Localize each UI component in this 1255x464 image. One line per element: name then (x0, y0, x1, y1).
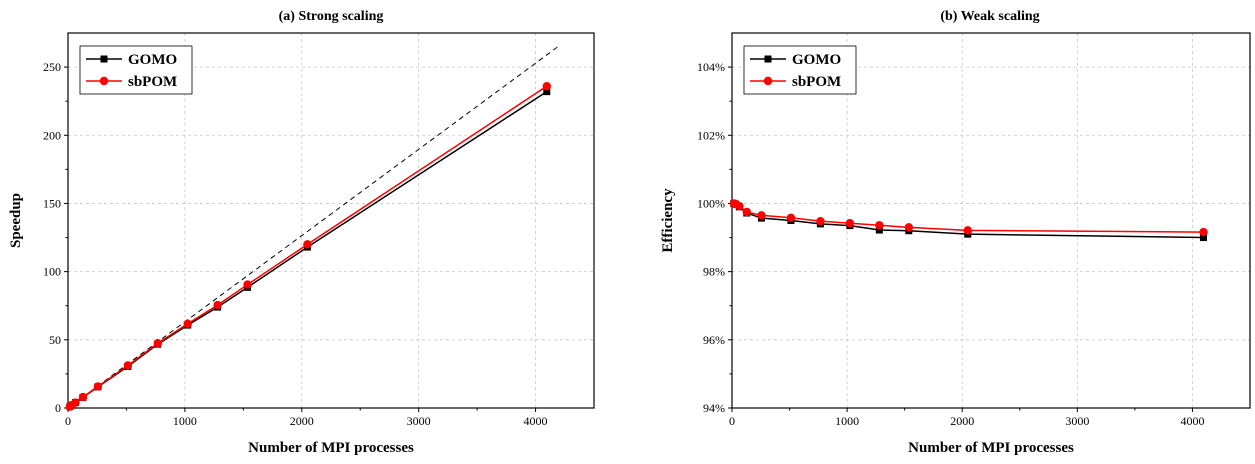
data-point-sbpom (735, 201, 744, 211)
data-point-sbpom (786, 213, 796, 222)
chart-title: (b) Weak scaling (940, 9, 1039, 24)
legend: GOMO sbPOM (743, 45, 857, 95)
x-tick-label: 1000 (835, 414, 859, 428)
legend-label-sbpom: sbPOM (792, 74, 841, 90)
legend-marker-gomo (764, 55, 772, 63)
plot-frame (731, 32, 1251, 409)
legend-marker-sbpom (763, 76, 773, 86)
legend-marker-sbpom (99, 76, 109, 86)
y-tick-label: 50 (49, 333, 61, 347)
legend-box (79, 45, 193, 95)
data-point-sbpom (303, 240, 312, 249)
data-point-sbpom (153, 339, 162, 348)
data-point-sbpom (93, 382, 103, 391)
data-point-sbpom (742, 207, 751, 217)
legend-marker-gomo (100, 55, 108, 63)
legend-label-gomo: GOMO (792, 52, 841, 68)
ideal-scaling-line (67, 45, 560, 409)
x-tick-label: 2000 (290, 414, 314, 428)
data-point-sbpom (875, 221, 884, 230)
data-point-sbpom (542, 81, 551, 91)
data-point-sbpom (78, 392, 88, 402)
x-axis-label: Number of MPI processes (908, 440, 1074, 456)
data-point-sbpom (757, 211, 766, 220)
x-tick-label: 0 (729, 414, 735, 428)
y-tick-label: 98% (703, 265, 725, 279)
y-tick-label: 0 (55, 401, 61, 415)
x-tick-label: 2000 (950, 414, 974, 428)
data-point-sbpom (845, 219, 855, 228)
chart-panel-strong-scaling: 0 1000 2000 3000 4000 0 50 100 150 200 250 (a) Stro… (8, 9, 595, 456)
y-axis-label: Speedup (8, 193, 24, 248)
y-tick-label: 100 (43, 265, 61, 279)
legend-box (743, 45, 857, 95)
x-tick-label: 3000 (1065, 414, 1089, 428)
y-tick-label: 96% (703, 333, 725, 347)
data-point-sbpom (904, 223, 914, 232)
legend-label-sbpom: sbPOM (128, 74, 177, 90)
y-tick-label: 94% (703, 401, 725, 415)
x-tick-label: 0 (65, 414, 71, 428)
x-tick-label: 1000 (173, 414, 197, 428)
x-tick-label: 3000 (407, 414, 431, 428)
data-point-sbpom (183, 319, 192, 328)
legend-label-gomo: GOMO (128, 52, 177, 68)
y-axis-label: Efficiency (660, 188, 676, 253)
y-tick-label: 250 (43, 60, 61, 74)
y-tick-label: 100% (697, 196, 725, 210)
chart-title: (a) Strong scaling (279, 9, 384, 24)
data-point-sbpom (243, 280, 252, 289)
data-point-gomo (543, 88, 551, 96)
data-point-sbpom (816, 216, 825, 226)
data-point-sbpom (213, 300, 222, 310)
data-point-sbpom (123, 361, 133, 370)
y-tick-label: 200 (43, 128, 61, 142)
x-tick-label: 4000 (1180, 414, 1204, 428)
x-tick-label: 4000 (524, 414, 548, 428)
plot-frame (67, 32, 595, 409)
data-point-gomo (875, 226, 883, 234)
legend: GOMO sbPOM (79, 45, 193, 95)
data-point-sbpom (71, 398, 80, 407)
data-point-gomo (1199, 234, 1207, 242)
data-point-sbpom (963, 226, 972, 235)
x-axis-label: Number of MPI processes (248, 440, 414, 456)
y-tick-label: 102% (697, 128, 725, 142)
data-point-sbpom (1199, 227, 1208, 237)
y-tick-label: 150 (43, 196, 61, 210)
chart-panel-weak-scaling: 0 1000 2000 3000 4000 94% 96% 98% 100% 102% 104% (b… (660, 9, 1251, 456)
y-tick-label: 104% (697, 60, 725, 74)
